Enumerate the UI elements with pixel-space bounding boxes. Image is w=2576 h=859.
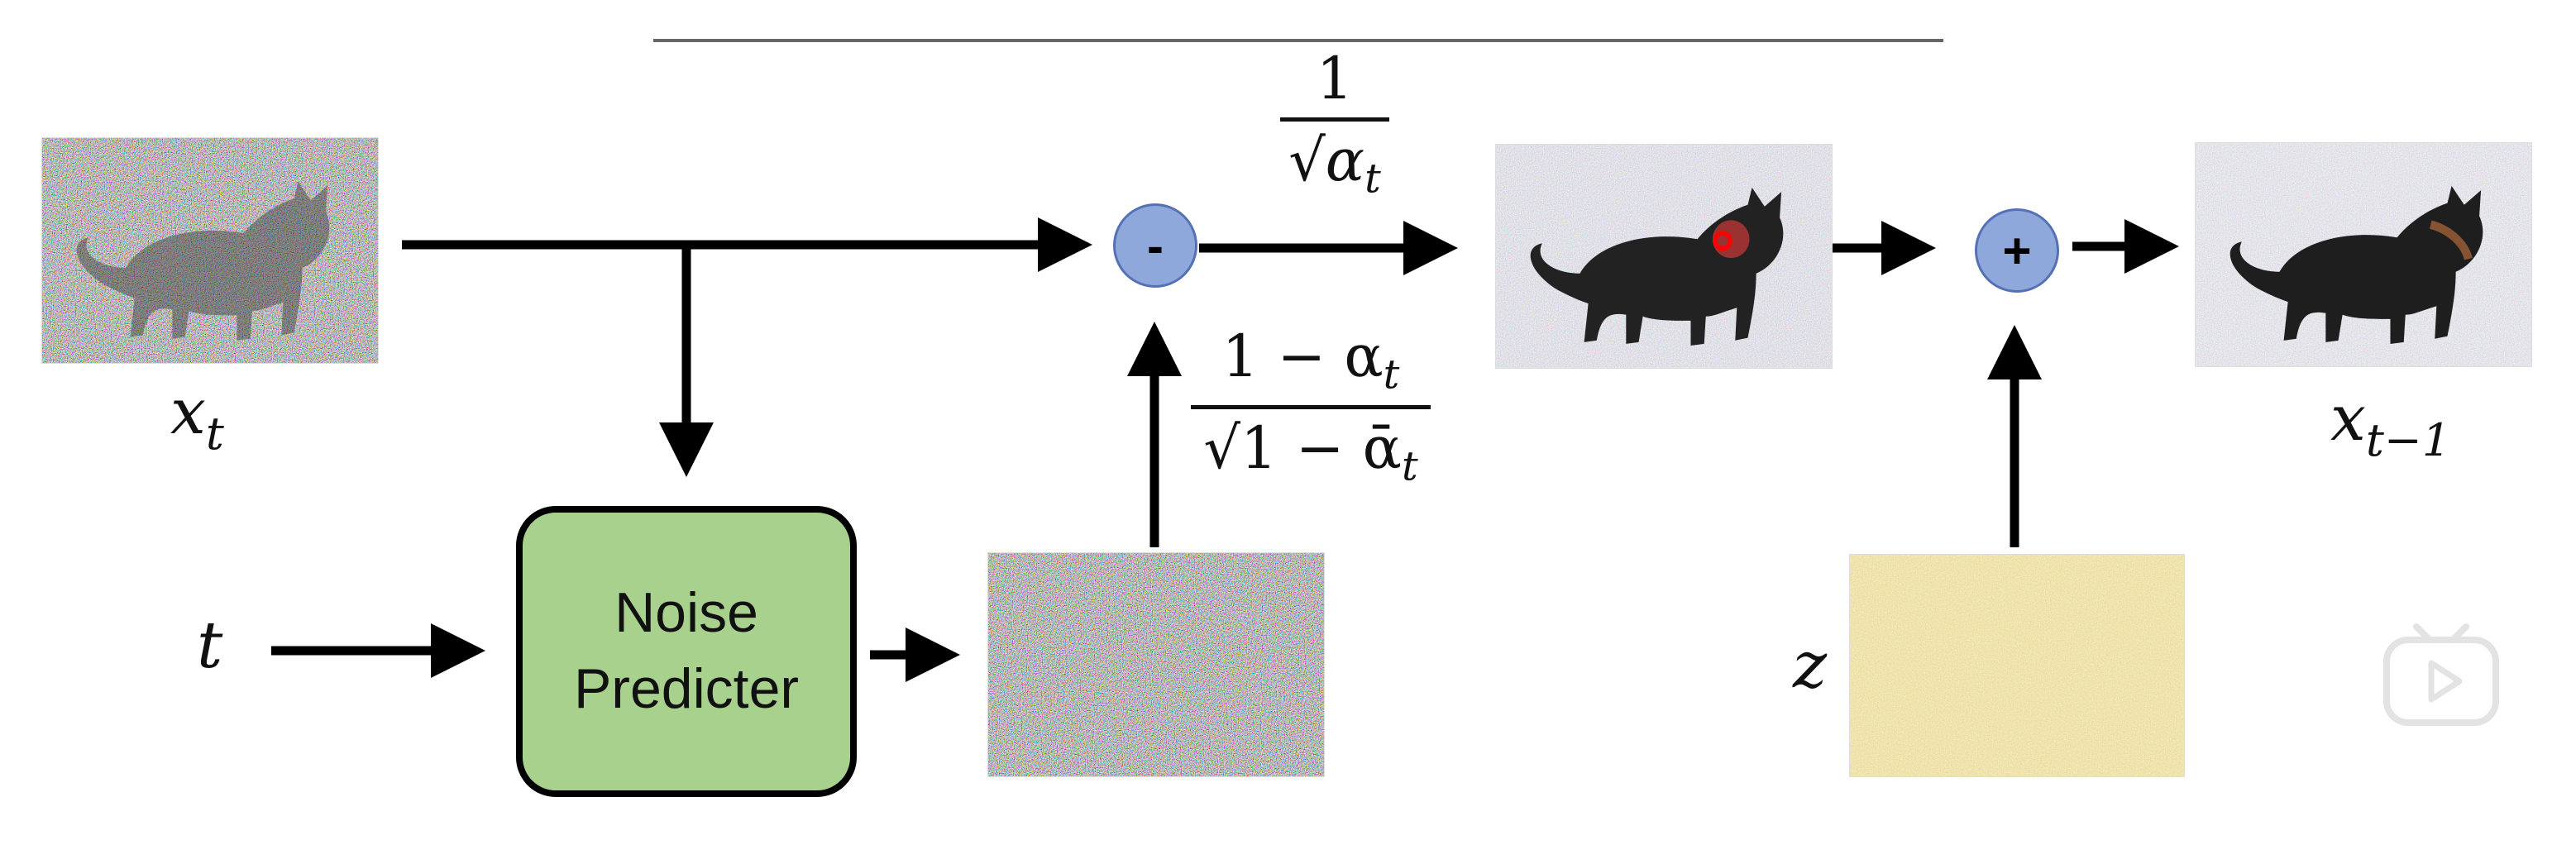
label-t: t: [197, 608, 223, 683]
label-x-t: xt: [170, 375, 224, 461]
play-watermark-icon: [2383, 623, 2499, 726]
noise-image: [987, 552, 1325, 777]
noise-predicter-box: Noise Predicter: [516, 506, 857, 797]
noise-predicter-line1: Noise: [614, 581, 758, 645]
noise-fraction-bar: [1191, 404, 1431, 409]
top-rule: [653, 39, 1943, 42]
z-noise-image: [1849, 554, 2185, 777]
noise-denominator: √1 − ᾱt: [1203, 413, 1418, 490]
noise-coefficient: 1 − αt √1 − ᾱt: [1191, 327, 1431, 486]
label-x-t-minus-1: xt−1: [2330, 381, 2451, 467]
scale-coefficient: 1 √αt: [1280, 50, 1389, 199]
noisy-cat-image: [41, 137, 379, 364]
scale-denominator: √αt: [1288, 126, 1381, 203]
minus-operator: -: [1113, 203, 1197, 288]
denoised-cat-image: [2195, 142, 2532, 367]
scale-numerator: 1: [1316, 45, 1354, 112]
scale-fraction-bar: [1280, 117, 1389, 122]
plus-operator: +: [1975, 208, 2059, 293]
noise-numerator: 1 − αt: [1221, 322, 1400, 398]
label-z: z: [1793, 628, 1828, 703]
noise-predicter-line2: Predicter: [573, 657, 800, 720]
less-noisy-cat-image: [1495, 144, 1833, 369]
